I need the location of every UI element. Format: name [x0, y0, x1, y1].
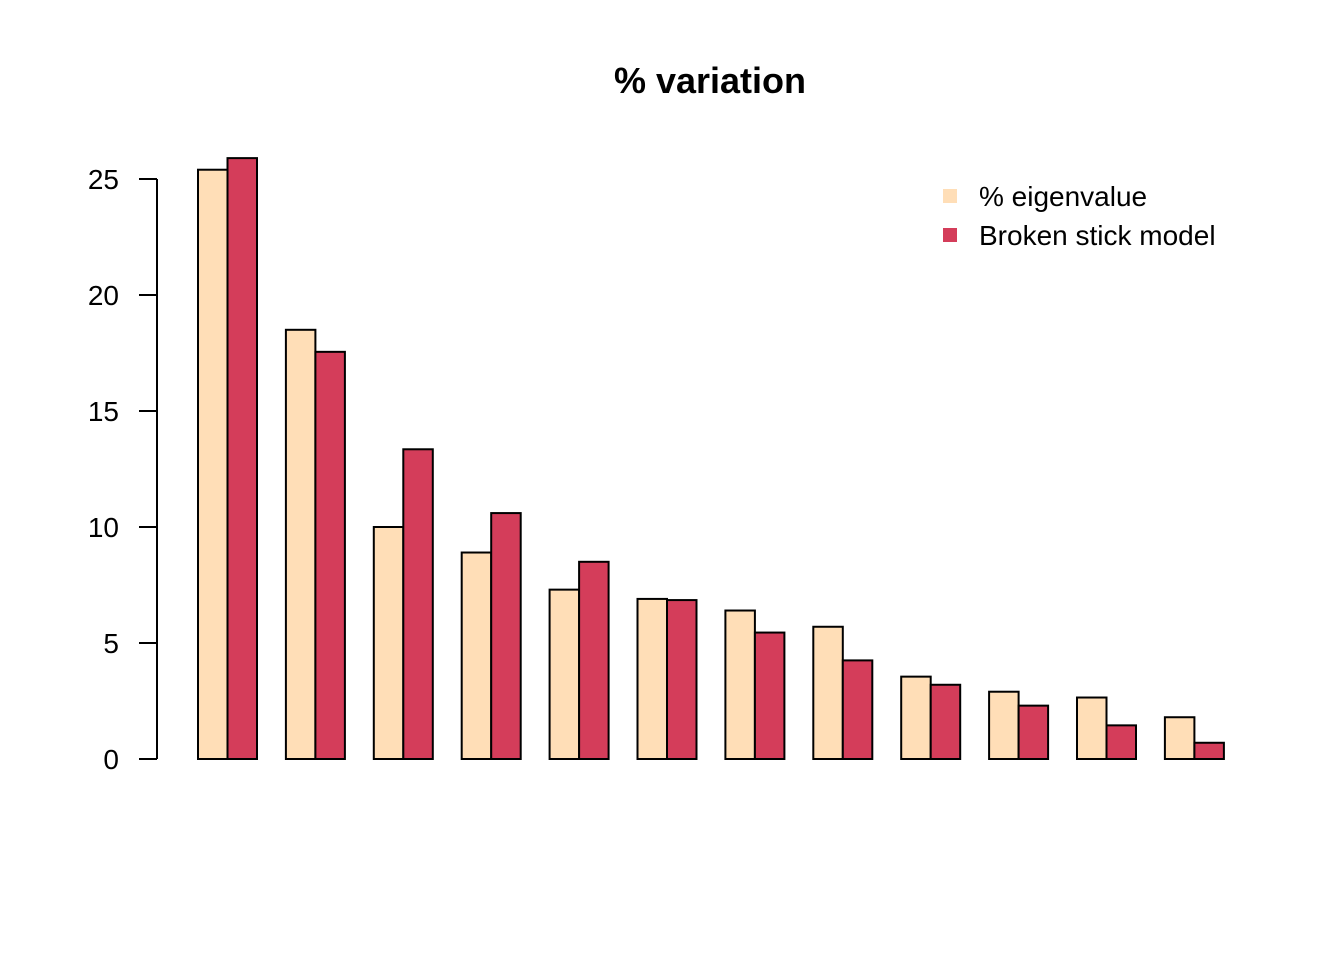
bar-group: [372, 448, 434, 760]
legend-label-broken-stick: Broken stick model: [979, 220, 1216, 251]
bar-group: [197, 157, 258, 761]
bar-group: [548, 560, 610, 761]
y-axis: 0 5 10 15 20 25: [88, 164, 158, 775]
bar-broken-stick: [490, 512, 522, 761]
bar-broken-stick: [929, 683, 962, 761]
bar-broken-stick: [578, 560, 610, 760]
legend: % eigenvalue Broken stick model: [943, 181, 1216, 251]
bar-broken-stick: [1017, 704, 1050, 761]
bar-eigenvalue: [812, 625, 844, 761]
bar-group: [284, 328, 346, 760]
bar-group: [988, 690, 1050, 761]
y-tick-label: 10: [88, 512, 119, 543]
bar-eigenvalue: [724, 609, 756, 761]
bar-eigenvalue: [284, 328, 317, 760]
bar-eigenvalue: [460, 551, 493, 761]
bar-group: [1163, 716, 1225, 761]
bar-eigenvalue: [1076, 696, 1108, 761]
bar-broken-stick: [666, 599, 698, 761]
bar-eigenvalue: [988, 690, 1020, 760]
bar-broken-stick: [402, 448, 434, 760]
y-tick-label: 0: [103, 744, 119, 775]
y-tick-label: 20: [88, 280, 119, 311]
bar-group: [724, 609, 786, 761]
legend-label-eigenvalue: % eigenvalue: [979, 181, 1147, 212]
bar-group: [900, 675, 962, 761]
bar-group: [1076, 696, 1137, 761]
bar-broken-stick: [841, 659, 874, 761]
bar-eigenvalue: [197, 168, 229, 761]
y-tick-label: 5: [103, 628, 119, 659]
y-tick-label: 25: [88, 164, 119, 195]
bar-eigenvalue: [636, 597, 668, 760]
bar-broken-stick: [1105, 724, 1137, 760]
bar-eigenvalue: [1163, 716, 1196, 760]
bar-broken-stick: [226, 157, 258, 760]
bar-broken-stick: [1193, 741, 1225, 761]
legend-swatch-broken-stick: [943, 228, 957, 242]
bar-group: [636, 597, 698, 761]
bar-eigenvalue: [372, 526, 405, 760]
bars: [197, 157, 1225, 761]
bar-eigenvalue: [548, 588, 581, 761]
legend-swatch-eigenvalue: [943, 189, 957, 203]
bar-broken-stick: [753, 631, 786, 760]
bar-group: [460, 512, 522, 761]
bar-broken-stick: [314, 350, 346, 760]
y-tick-label: 15: [88, 396, 119, 427]
bar-eigenvalue: [900, 675, 932, 761]
chart-title: % variation: [614, 60, 806, 101]
bar-group: [812, 625, 874, 761]
